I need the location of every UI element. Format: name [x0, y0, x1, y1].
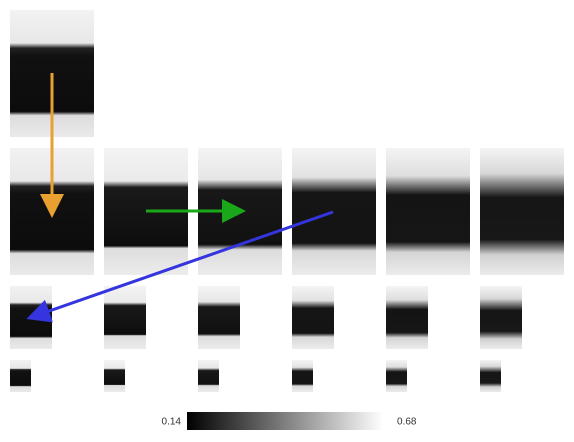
- colorbar-min-label: 0.14: [162, 417, 182, 428]
- tile: [480, 360, 501, 392]
- colorbar-max-label: 0.68: [397, 417, 417, 428]
- tile: [480, 286, 522, 349]
- colorbar-gradient: [187, 412, 383, 430]
- tile: [198, 286, 240, 349]
- tile: [104, 360, 125, 392]
- tiles: [10, 10, 564, 392]
- tile: [480, 148, 564, 275]
- tile: [10, 286, 52, 349]
- tile: [292, 360, 313, 392]
- arrow: [26, 210, 334, 323]
- tile: [198, 360, 219, 392]
- tile: [10, 360, 31, 392]
- tile: [104, 286, 146, 349]
- tile: [386, 286, 428, 349]
- tile: [292, 148, 376, 275]
- tile: [386, 360, 407, 392]
- tile: [292, 286, 334, 349]
- tile: [386, 148, 470, 275]
- colorbar: 0.14 0.68: [162, 412, 417, 430]
